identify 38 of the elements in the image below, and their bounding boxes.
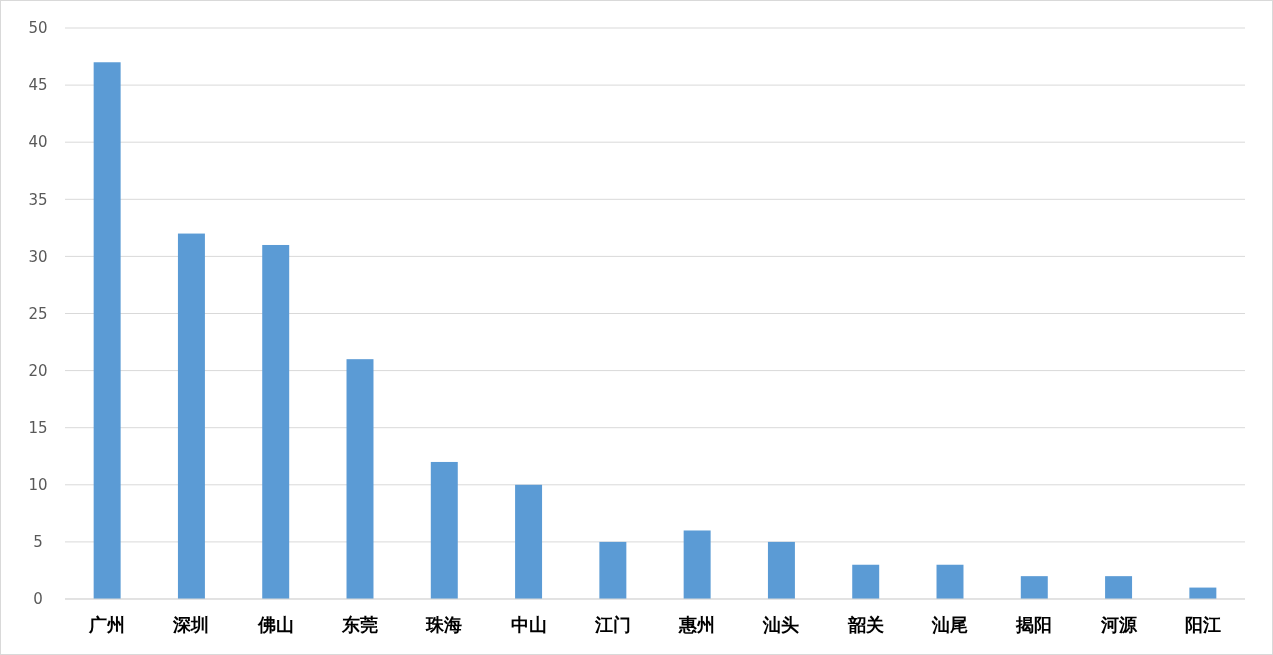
x-tick-label: 佛山 [256,614,294,636]
y-tick-label: 35 [28,190,48,209]
x-tick-label: 汕头 [762,614,800,636]
x-tick-label: 广州 [88,614,126,636]
x-tick-label: 汕尾 [931,614,968,636]
x-tick-label: 韶关 [846,614,884,636]
y-tick-label: 10 [28,476,48,495]
x-tick-label: 珠海 [425,614,463,636]
y-tick-label: 15 [28,418,48,437]
y-tick-label: 0 [33,590,43,609]
x-tick-label: 揭阳 [1015,614,1053,636]
bar [852,564,880,599]
bar [767,541,795,599]
bar [262,244,290,599]
bar [430,461,458,599]
bar [93,62,121,599]
bar [177,233,205,599]
y-tick-label: 40 [28,133,48,152]
y-tick-label: 20 [28,361,48,380]
y-tick-label: 50 [28,19,48,38]
x-tick-label: 阳江 [1184,614,1221,636]
bar [346,359,374,599]
y-tick-label: 5 [33,533,43,552]
bar [515,484,543,599]
x-tick-label: 江门 [593,614,631,636]
x-tick-label: 中山 [510,614,547,636]
y-tick-label: 25 [28,304,48,323]
y-tick-label: 45 [28,76,48,95]
x-tick-label: 河源 [1099,614,1138,636]
bar [1105,576,1133,599]
x-tick-label: 惠州 [678,614,716,636]
bar [1020,576,1048,599]
x-tick-label: 深圳 [172,614,210,636]
bar [683,530,711,599]
bar [936,564,964,599]
bar [599,541,627,599]
y-tick-label: 30 [28,247,48,266]
x-tick-label: 东莞 [341,614,378,636]
